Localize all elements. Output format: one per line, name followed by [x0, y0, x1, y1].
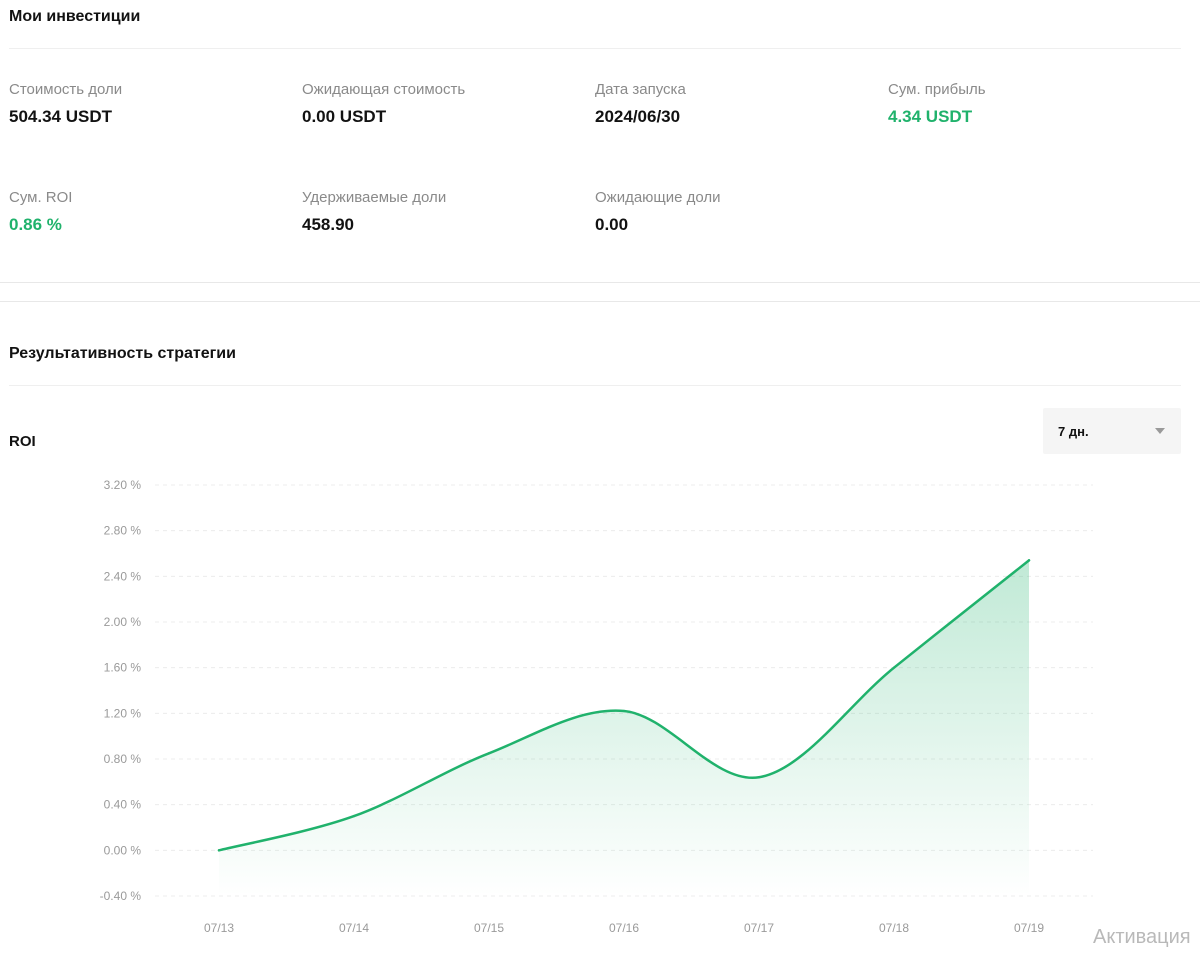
x-tick-label: 07/16: [609, 921, 639, 935]
y-tick-label: 2.80 %: [104, 524, 142, 538]
x-tick-label: 07/17: [744, 921, 774, 935]
watermark-text: Активация: [1093, 926, 1191, 948]
data-point: [622, 709, 626, 713]
data-point: [487, 752, 491, 755]
y-tick-label: 0.40 %: [104, 798, 142, 812]
chart-y-axis: 3.20 % 2.80 % 2.40 % 2.00 % 1.60 % 1.20 % 0.80…: [100, 478, 142, 903]
stat-label: Удерживаемые доли: [302, 189, 447, 206]
x-tick-label: 07/14: [339, 921, 369, 935]
data-point: [892, 666, 896, 669]
roi-area-fill: [219, 560, 1029, 896]
chart-label: ROI: [9, 433, 36, 450]
x-tick-label: 07/19: [1014, 921, 1044, 935]
y-tick-label: 0.00 %: [104, 843, 142, 857]
stat-label: Стоимость доли: [9, 81, 123, 98]
section-separator-top: [0, 282, 1200, 283]
stat-pending-shares: Ожидающие доли 0.00: [595, 189, 721, 235]
stat-share-value: Стоимость доли 504.34 USDT: [9, 81, 122, 127]
stat-pending-value: Ожидающая стоимость 0.00 USDT: [302, 81, 465, 127]
y-tick-label: 2.00 %: [104, 615, 142, 629]
y-tick-label: 0.80 %: [104, 752, 142, 766]
stat-total-roi: Сум. ROI 0.86 %: [9, 189, 72, 235]
period-select-value: 7 дн.: [1058, 423, 1089, 439]
stat-value: 504.34 USDT: [9, 107, 112, 126]
data-point: [217, 849, 221, 852]
stat-held-shares: Удерживаемые доли 458.90: [302, 189, 446, 235]
investments-title: Мои инвестиции: [9, 8, 141, 25]
data-point: [352, 814, 356, 818]
stat-label: Сум. прибыль: [888, 81, 986, 98]
x-tick-label: 07/18: [879, 921, 909, 935]
stat-label: Дата запуска: [595, 81, 686, 98]
stat-value: 0.00: [595, 215, 629, 234]
section-separator-bottom: [0, 301, 1200, 302]
y-tick-label: 1.60 %: [104, 661, 142, 675]
y-tick-label: 1.20 %: [104, 706, 142, 720]
caret-down-icon: [1155, 428, 1165, 434]
stat-value: 2024/06/30: [595, 107, 681, 126]
roi-chart: 3.20 % 2.80 % 2.40 % 2.00 % 1.60 % 1.20 % 0.80…: [100, 478, 1093, 935]
x-tick-label: 07/13: [204, 921, 234, 935]
x-tick-label: 07/15: [474, 921, 504, 935]
stat-label: Ожидающие доли: [595, 189, 721, 206]
performance-title: Результативность стратегии: [9, 345, 236, 362]
stat-label: Сум. ROI: [9, 189, 73, 206]
stat-value: 0.86 %: [9, 215, 62, 234]
period-select[interactable]: 7 дн.: [1043, 408, 1181, 454]
data-point: [757, 776, 761, 779]
stat-label: Ожидающая стоимость: [302, 81, 466, 98]
stat-value: 4.34 USDT: [888, 107, 973, 126]
stat-launch-date: Дата запуска 2024/06/30: [595, 81, 686, 127]
stat-total-profit: Сум. прибыль 4.34 USDT: [888, 81, 986, 127]
stat-value: 0.00 USDT: [302, 107, 387, 126]
stat-value: 458.90: [302, 215, 354, 234]
y-tick-label: -0.40 %: [100, 889, 142, 903]
performance-divider: [9, 385, 1181, 386]
investments-divider: [9, 48, 1181, 49]
data-point: [1027, 559, 1031, 562]
y-tick-label: 3.20 %: [104, 478, 142, 492]
chart-points: [217, 559, 1031, 852]
y-tick-label: 2.40 %: [104, 569, 142, 583]
chart-x-axis: 07/13 07/14 07/15 07/16 07/17 07/18 07/19: [204, 921, 1044, 935]
